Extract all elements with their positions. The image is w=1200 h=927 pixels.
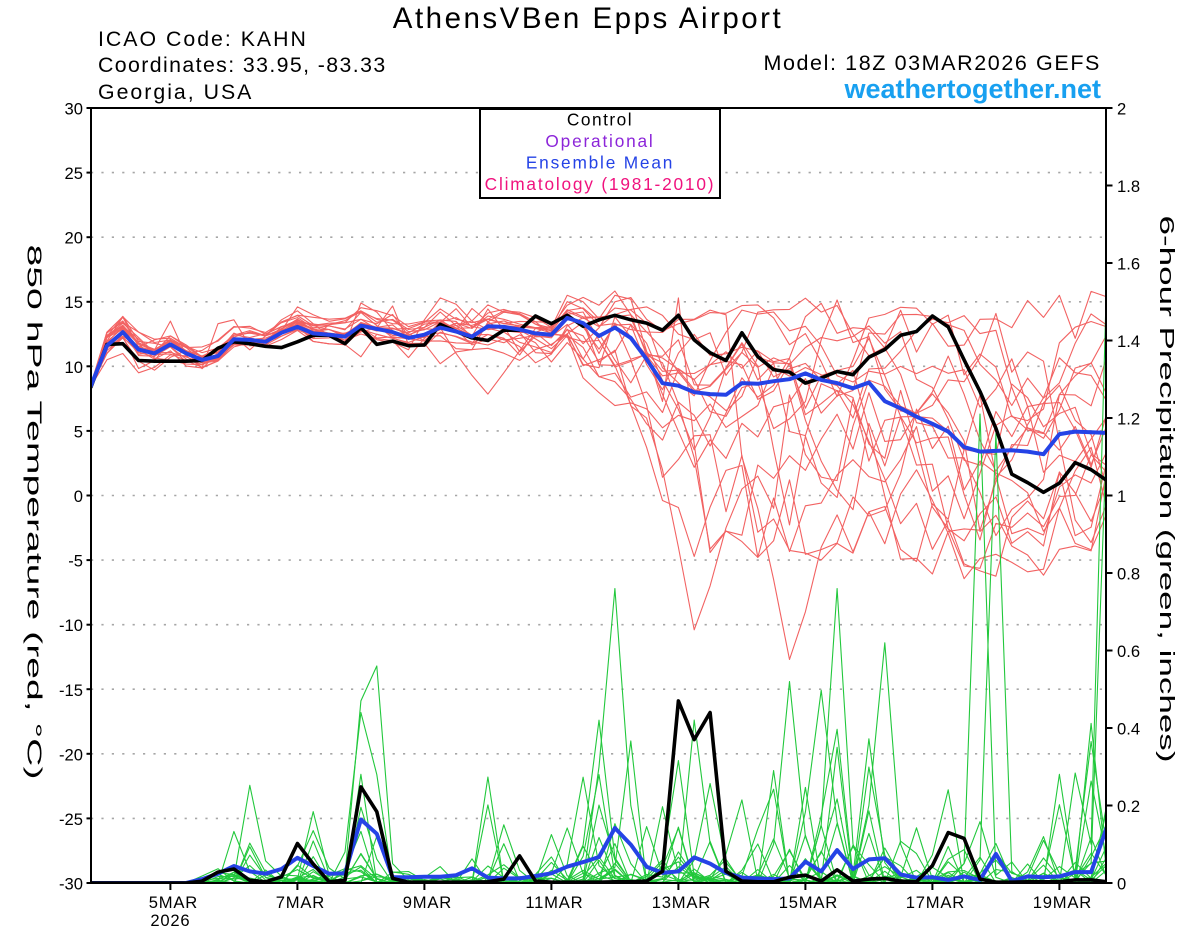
svg-text:-20: -20 (59, 745, 83, 764)
svg-text:0: 0 (74, 487, 83, 506)
svg-text:2026: 2026 (150, 911, 190, 927)
svg-text:5: 5 (74, 422, 83, 441)
svg-text:Model: 18Z 03MAR2026 GEFS: Model: 18Z 03MAR2026 GEFS (763, 51, 1101, 75)
svg-text:1.2: 1.2 (1117, 410, 1140, 429)
svg-text:0.6: 0.6 (1117, 642, 1140, 661)
svg-text:1.4: 1.4 (1117, 332, 1140, 351)
svg-text:1.6: 1.6 (1117, 255, 1140, 274)
svg-text:850 hPa Temperature (red, °C): 850 hPa Temperature (red, °C) (23, 245, 46, 780)
svg-text:Climatology (1981-2010): Climatology (1981-2010) (485, 174, 716, 194)
svg-text:6-hour Precipitation (green, i: 6-hour Precipitation (green, inches) (1155, 216, 1178, 763)
svg-text:Operational: Operational (545, 131, 654, 151)
svg-text:-15: -15 (59, 681, 83, 700)
svg-text:9MAR: 9MAR (403, 893, 452, 912)
svg-text:Control: Control (567, 110, 633, 130)
svg-text:20: 20 (65, 229, 83, 248)
svg-text:Ensemble Mean: Ensemble Mean (526, 153, 674, 173)
svg-text:2: 2 (1117, 100, 1126, 119)
svg-text:-5: -5 (68, 552, 83, 571)
svg-text:0: 0 (1117, 875, 1126, 894)
svg-text:10: 10 (65, 358, 83, 377)
svg-text:13MAR: 13MAR (652, 893, 711, 912)
svg-text:7MAR: 7MAR (276, 893, 325, 912)
svg-text:-10: -10 (59, 616, 83, 635)
svg-text:0.4: 0.4 (1117, 720, 1140, 739)
svg-text:15: 15 (65, 293, 83, 312)
svg-text:AthensVBen Epps Airport: AthensVBen Epps Airport (393, 2, 783, 35)
svg-text:0.2: 0.2 (1117, 797, 1140, 816)
svg-text:0.8: 0.8 (1117, 565, 1140, 584)
svg-text:17MAR: 17MAR (906, 893, 965, 912)
svg-text:weathertogether.net: weathertogether.net (843, 74, 1101, 104)
svg-text:-30: -30 (59, 875, 83, 894)
svg-text:25: 25 (65, 164, 83, 183)
svg-text:1.8: 1.8 (1117, 177, 1140, 196)
svg-text:1: 1 (1117, 487, 1126, 506)
svg-text:15MAR: 15MAR (779, 893, 838, 912)
svg-text:11MAR: 11MAR (525, 893, 583, 912)
svg-text:Georgia, USA: Georgia, USA (98, 80, 253, 104)
svg-text:ICAO Code: KAHN: ICAO Code: KAHN (98, 27, 308, 51)
svg-text:30: 30 (65, 100, 83, 119)
svg-text:5MAR: 5MAR (149, 893, 198, 912)
svg-text:Coordinates: 33.95, -83.33: Coordinates: 33.95, -83.33 (98, 53, 387, 77)
svg-text:-25: -25 (59, 810, 83, 829)
svg-text:19MAR: 19MAR (1033, 893, 1092, 912)
